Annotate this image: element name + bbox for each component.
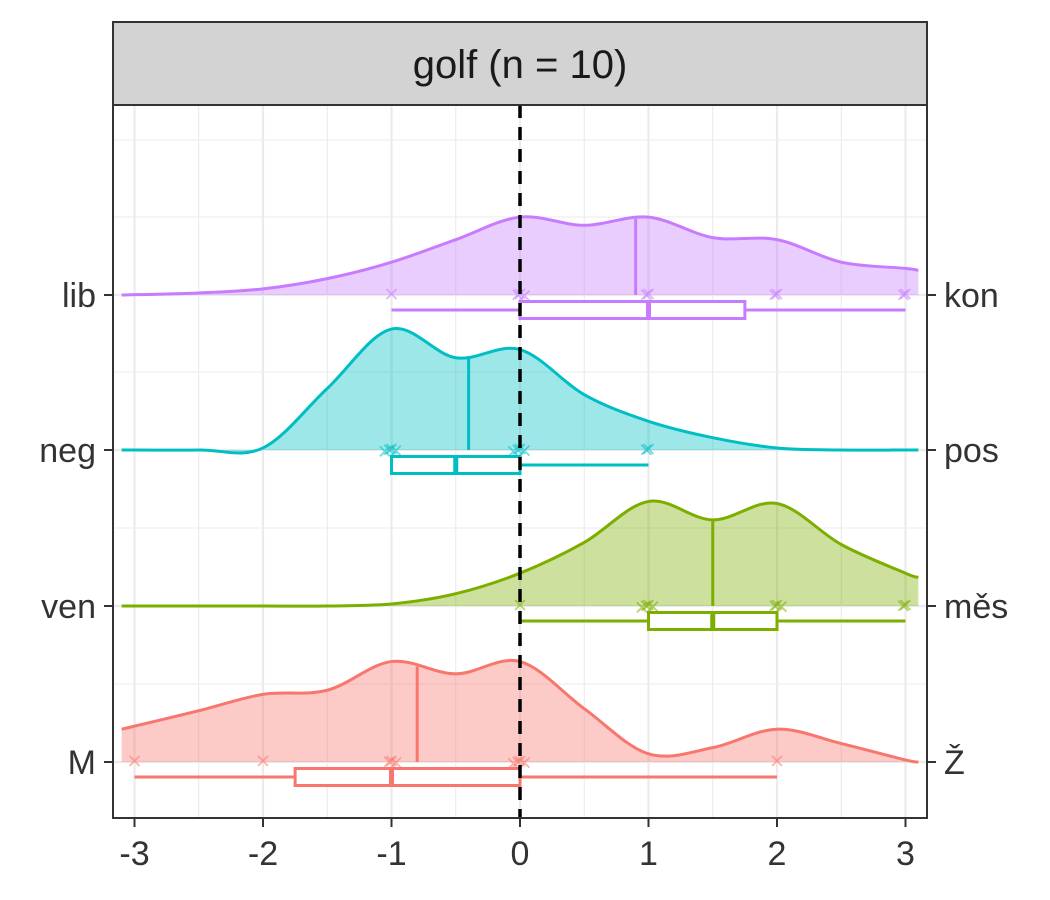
density-fill-ven — [121, 501, 919, 607]
y-label-right-ven: měs — [944, 588, 1008, 626]
x-tick-label: -2 — [248, 835, 278, 873]
point-mark — [128, 755, 141, 767]
data-point-ven — [775, 600, 788, 613]
x-tick-label: 0 — [511, 835, 530, 873]
point-mark — [642, 599, 655, 611]
data-point-M — [128, 755, 141, 767]
point-mark — [385, 288, 398, 300]
x-tick-label: 3 — [896, 835, 915, 873]
box-M — [293, 767, 522, 787]
data-point-M — [507, 757, 520, 770]
data-point-ven — [514, 599, 526, 611]
point-mark — [775, 600, 788, 613]
point-mark — [771, 288, 783, 300]
point-mark — [385, 443, 398, 455]
point-mark — [771, 755, 783, 767]
facet-strip — [112, 21, 928, 106]
point-mark — [514, 443, 526, 455]
data-point-lib — [899, 288, 912, 300]
y-label-left-lib: lib — [62, 277, 96, 315]
data-point-ven — [897, 600, 909, 612]
point-mark — [647, 600, 659, 613]
point-mark — [899, 599, 912, 611]
point-mark — [640, 289, 652, 301]
data-point-M — [771, 755, 783, 767]
data-point-neg — [642, 443, 655, 455]
point-mark — [514, 599, 526, 611]
y-label-left-ven: ven — [41, 588, 96, 626]
data-point-M — [390, 756, 402, 769]
data-point-ven — [899, 599, 912, 611]
point-mark — [636, 601, 648, 614]
axes: -3 -2 -1 0 1 2 3 lib kon neg pos ven měs M Ž — [39, 277, 1008, 873]
data-point-neg — [390, 444, 402, 457]
point-mark — [642, 443, 655, 455]
point-mark — [769, 289, 781, 301]
x-tick-label: 2 — [768, 835, 787, 873]
point-mark — [379, 445, 391, 458]
density-fill-lib — [121, 216, 919, 295]
point-mark — [257, 755, 269, 767]
data-point-lib — [642, 288, 655, 300]
data-point-lib — [771, 288, 783, 300]
x-tick-label: -1 — [376, 835, 406, 873]
density-curve-ven — [121, 499, 919, 608]
point-mark — [640, 444, 652, 456]
point-mark — [518, 444, 531, 457]
data-point-lib — [385, 288, 398, 300]
ridge-ven — [121, 499, 919, 631]
data-point-ven — [636, 601, 648, 614]
point-mark — [390, 444, 402, 457]
data-point-lib — [897, 289, 909, 301]
y-label-right-M: Ž — [944, 744, 965, 782]
density-curve-neg — [121, 327, 919, 455]
ridge-lib — [121, 215, 919, 320]
point-mark — [771, 599, 783, 611]
point-mark — [514, 755, 526, 767]
point-mark — [390, 756, 402, 769]
data-point-neg — [640, 444, 652, 456]
point-mark — [899, 288, 912, 300]
data-point-lib — [640, 289, 652, 301]
y-label-left-M: M — [68, 744, 96, 782]
box-lib — [518, 300, 747, 320]
density-curve-lib — [121, 215, 919, 297]
data-point-neg — [507, 445, 520, 458]
y-label-right-neg: pos — [944, 432, 999, 470]
point-mark — [897, 600, 909, 612]
facet-title: golf (n = 10) — [413, 43, 628, 87]
density-fill-neg — [121, 328, 919, 454]
point-mark — [507, 757, 520, 770]
y-label-right-lib: kon — [944, 277, 999, 315]
data-point-ven — [647, 600, 659, 613]
data-point-M — [257, 755, 269, 767]
point-mark — [642, 288, 655, 300]
point-mark — [897, 289, 909, 301]
point-mark — [385, 755, 398, 767]
ridge-neg — [121, 327, 919, 475]
y-label-left-neg: neg — [39, 432, 96, 470]
x-tick-label: -3 — [119, 835, 149, 873]
x-tick-label: 1 — [639, 835, 658, 873]
density-curve-M — [121, 658, 919, 764]
point-mark — [518, 289, 531, 302]
point-mark — [507, 445, 520, 458]
data-point-neg — [379, 445, 391, 458]
data-point-lib — [769, 289, 781, 301]
